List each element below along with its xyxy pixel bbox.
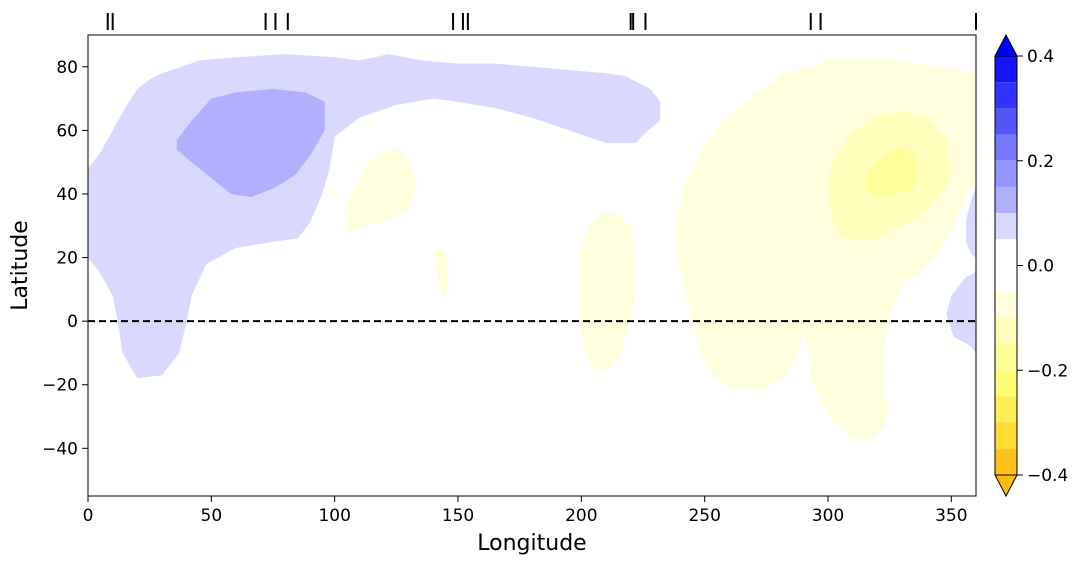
x-tick-label: 150 [442,506,474,526]
colorbar-band [995,370,1017,397]
y-tick-label: −20 [42,376,78,396]
colorbar-band [995,108,1017,135]
colorbar-band [995,396,1017,423]
y-tick-label: 40 [56,185,78,205]
colorbar-band [995,134,1017,161]
x-axis-ticks: 0 50 100 150 200 250 300 350 [83,496,968,526]
x-tick-label: 300 [812,506,844,526]
colorbar-tick-label: 0.2 [1027,152,1054,172]
x-tick-label: 200 [565,506,597,526]
colorbar-tick-label: 0.4 [1027,47,1054,67]
colorbar-band [995,56,1017,83]
x-tick-label: 50 [201,506,223,526]
colorbar-band [995,291,1017,318]
y-axis-label: Latitude [8,220,33,311]
y-tick-label: 20 [56,249,78,269]
colorbar-extend-under [994,474,1018,498]
y-tick-label: −40 [42,439,78,459]
x-tick-label: 0 [83,506,94,526]
contour-region-yellow-west-atlantic [578,213,636,372]
colorbar-band [995,160,1017,187]
colorbar-extend-over [994,33,1018,57]
colorbar-band [995,422,1017,449]
contour-region-yellow-small-patch [433,248,449,296]
x-tick-label: 350 [935,506,967,526]
x-tick-label: 100 [318,506,350,526]
colorbar-tick-label: −0.4 [1027,466,1068,486]
y-tick-label: 60 [56,121,78,141]
colorbar-band [995,317,1017,345]
x-axis-label: Longitude [477,531,586,556]
colorbar-band [995,82,1017,109]
y-tick-label: 80 [56,58,78,78]
colorbar: 0.4 0.2 0.0 −0.2 −0.4 [994,33,1068,498]
contour-region-yellow-north-pacific [344,149,417,233]
plot-frame [87,34,977,497]
top-marker-ticks [106,13,977,30]
colorbar-band [995,448,1017,475]
colorbar-tick-label: −0.2 [1027,361,1068,381]
colorbar-tick-label: 0.0 [1027,257,1054,277]
contour-region-blue-inner [176,89,325,198]
colorbar-band [995,213,1017,240]
colorbar-band [995,344,1017,371]
contour-region-yellow-core [865,146,920,198]
y-tick-label: 0 [67,312,78,332]
contour-region-yellow-large-east [675,57,976,439]
contour-fill-layer [88,54,976,439]
contour-region-blue-east-edge [966,187,976,258]
y-axis-ticks: −40 −20 0 20 40 60 80 [42,58,88,459]
colorbar-band [995,239,1017,292]
colorbar-band [995,186,1017,214]
x-tick-label: 250 [688,506,720,526]
contour-region-blue-east [946,238,976,353]
